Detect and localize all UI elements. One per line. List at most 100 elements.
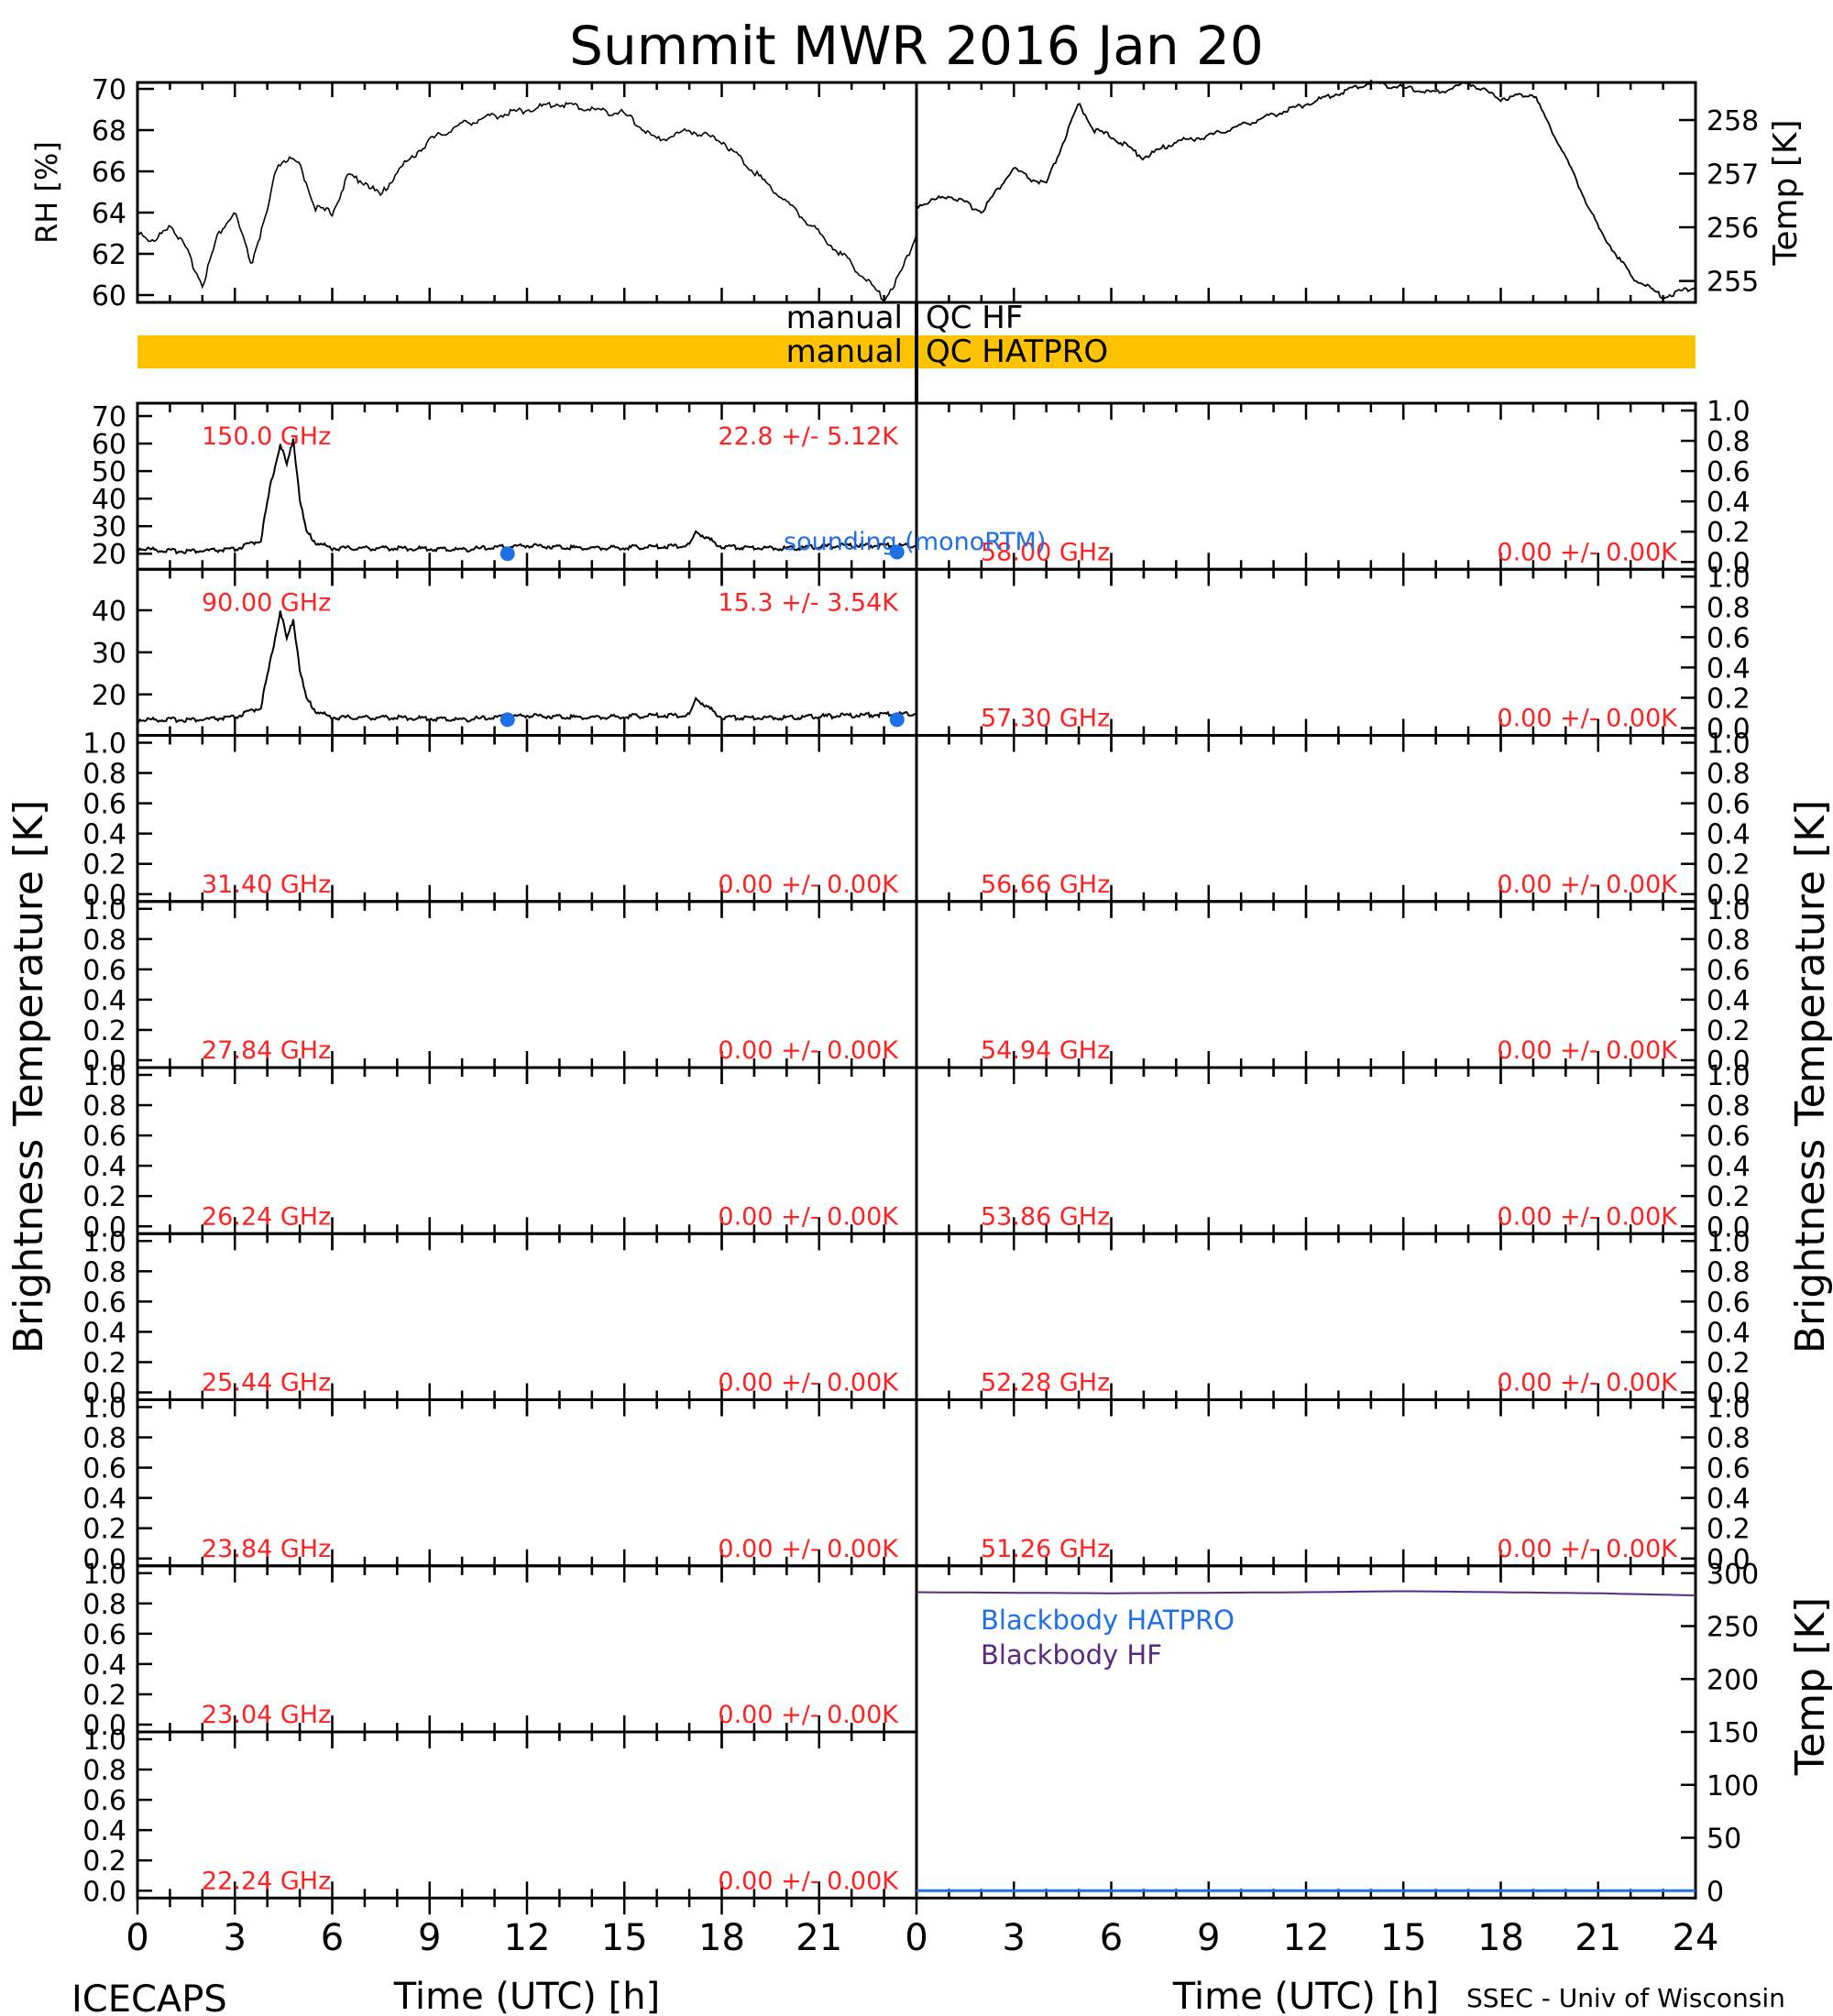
rh-axis-label: RH [%] xyxy=(29,141,64,244)
unit-tick-label: 0.2 xyxy=(1707,683,1751,715)
rh-series-line xyxy=(137,101,917,301)
stat-label: 0.00 +/- 0.00K xyxy=(1497,705,1678,733)
unit-tick-label: 0.4 xyxy=(82,1151,126,1183)
time-axis-label-right: Time (UTC) [h] xyxy=(1172,1976,1439,2016)
unit-tick-label: 1.0 xyxy=(82,1226,126,1258)
unit-tick-label: 0.8 xyxy=(1707,592,1751,624)
blackbody-tick-label: 150 xyxy=(1707,1717,1759,1749)
unit-tick-label: 1.0 xyxy=(82,894,126,926)
unit-tick-label: 0.6 xyxy=(82,955,126,987)
time-tick-label: 15 xyxy=(601,1917,648,1959)
blackbody-tick-label: 50 xyxy=(1707,1824,1741,1856)
stat-label: 15.3 +/- 3.54K xyxy=(718,588,899,617)
stat-label: 0.00 +/- 0.00K xyxy=(718,1701,899,1729)
unit-tick-label: 0.8 xyxy=(1707,1423,1751,1455)
unit-tick-label: 1.0 xyxy=(1707,1060,1751,1092)
unit-tick-label: 0.4 xyxy=(1707,652,1751,685)
unit-tick-label: 0.2 xyxy=(82,1680,126,1712)
frequency-label: 150.0 GHz xyxy=(202,422,331,451)
unit-tick-label: 0.6 xyxy=(82,1453,126,1485)
frequency-label: 23.04 GHz xyxy=(202,1701,331,1729)
blackbody-hatpro-legend: Blackbody HATPRO xyxy=(981,1605,1235,1636)
blackbody-hf-line xyxy=(916,1590,1696,1596)
unit-tick-label: 0.8 xyxy=(82,1256,126,1288)
stat-label: 0.00 +/- 0.00K xyxy=(718,1369,899,1397)
stat-label: 0.00 +/- 0.00K xyxy=(718,1036,899,1065)
blackbody-tick-label: 0 xyxy=(1707,1876,1724,1908)
frequency-label: 27.84 GHz xyxy=(202,1036,331,1065)
blackbody-tick-label: 250 xyxy=(1707,1612,1759,1644)
bt-tick-label: 30 xyxy=(92,638,126,670)
unit-tick-label: 0.8 xyxy=(82,925,126,957)
time-tick-label: 21 xyxy=(796,1917,842,1959)
unit-tick-label: 0.2 xyxy=(1707,517,1751,549)
unit-tick-label: 0.0 xyxy=(1707,547,1751,579)
unit-tick-label: 0.0 xyxy=(82,1378,126,1410)
sounding-legend: sounding (monoRTM) xyxy=(784,528,1046,556)
unit-tick-label: 0.4 xyxy=(1707,487,1751,519)
unit-tick-label: 0.6 xyxy=(82,1121,126,1153)
unit-tick-label: 0.4 xyxy=(82,1484,126,1516)
temp-tick-label: 255 xyxy=(1707,267,1759,299)
unit-tick-label: 0.2 xyxy=(1707,849,1751,882)
unit-tick-label: 1.0 xyxy=(82,1559,126,1591)
unit-tick-label: 0.2 xyxy=(82,1514,126,1546)
time-tick-label: 21 xyxy=(1575,1917,1621,1959)
frequency-label: 51.26 GHz xyxy=(981,1535,1110,1563)
bt-tick-label: 40 xyxy=(92,596,126,628)
sounding-point xyxy=(499,712,515,728)
unit-tick-label: 0.0 xyxy=(82,1046,126,1078)
blackbody-tick-label: 300 xyxy=(1707,1559,1759,1591)
frequency-label: 90.00 GHz xyxy=(202,588,331,617)
unit-tick-label: 0.6 xyxy=(1707,456,1751,488)
unit-tick-label: 0.0 xyxy=(82,1710,126,1742)
unit-tick-label: 0.2 xyxy=(82,849,126,882)
qc-hf-right: QC HF xyxy=(926,300,1023,336)
sounding-point xyxy=(889,712,905,728)
unit-tick-label: 0.0 xyxy=(1707,714,1751,746)
stat-label: 0.00 +/- 0.00K xyxy=(1497,1202,1678,1231)
time-axis-label-left: Time (UTC) [h] xyxy=(393,1976,660,2016)
unit-tick-label: 0.6 xyxy=(1707,622,1751,654)
bt-tick-label: 40 xyxy=(92,484,126,516)
temp-tick-label: 256 xyxy=(1707,213,1759,245)
rh-tick-label: 62 xyxy=(92,239,126,271)
time-tick-label: 3 xyxy=(1003,1917,1026,1959)
time-tick-label: 0 xyxy=(905,1917,927,1959)
unit-tick-label: 0.2 xyxy=(1707,1347,1751,1379)
rh-tick-label: 66 xyxy=(92,157,126,189)
unit-tick-label: 0.2 xyxy=(82,1347,126,1379)
frequency-label: 54.94 GHz xyxy=(981,1036,1110,1065)
stat-label: 0.00 +/- 0.00K xyxy=(718,1202,899,1231)
unit-tick-label: 0.4 xyxy=(82,1317,126,1349)
rh-tick-label: 68 xyxy=(92,115,126,148)
unit-tick-label: 1.0 xyxy=(1707,1226,1751,1258)
unit-tick-label: 1.0 xyxy=(1707,894,1751,926)
sounding-point xyxy=(499,546,515,562)
time-tick-label: 6 xyxy=(321,1917,344,1959)
unit-tick-label: 0.4 xyxy=(82,985,126,1017)
stat-label: 0.00 +/- 0.00K xyxy=(1497,871,1678,899)
unit-tick-label: 0.0 xyxy=(82,1211,126,1244)
time-tick-label: 12 xyxy=(1283,1917,1330,1959)
bt-trace-0 xyxy=(137,438,917,555)
unit-tick-label: 0.0 xyxy=(1707,1046,1751,1078)
unit-tick-label: 0.6 xyxy=(1707,1121,1751,1153)
rh-tick-label: 70 xyxy=(92,74,126,106)
unit-tick-label: 0.2 xyxy=(82,1181,126,1213)
unit-tick-label: 1.0 xyxy=(1707,729,1751,761)
unit-tick-label: 1.0 xyxy=(82,1060,126,1092)
unit-tick-label: 0.8 xyxy=(82,1589,126,1621)
unit-tick-label: 0.0 xyxy=(1707,1378,1751,1410)
unit-tick-label: 0.0 xyxy=(82,1876,126,1908)
frequency-label: 53.86 GHz xyxy=(981,1202,1110,1231)
time-tick-label: 9 xyxy=(418,1917,441,1959)
unit-tick-label: 0.4 xyxy=(1707,1317,1751,1349)
frequency-label: 57.30 GHz xyxy=(981,705,1110,733)
frequency-label: 52.28 GHz xyxy=(981,1369,1110,1397)
ssec-credit: SSEC - Univ of Wisconsin xyxy=(1466,1983,1785,2013)
frequency-label: 58.00 GHz xyxy=(981,538,1110,566)
time-tick-label: 15 xyxy=(1380,1917,1427,1959)
